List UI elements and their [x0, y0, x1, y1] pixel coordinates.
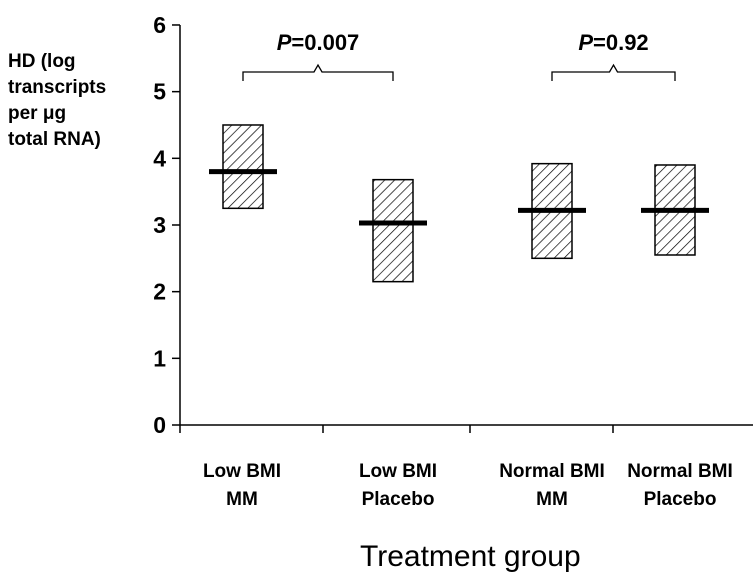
p-symbol: P: [578, 30, 593, 55]
category-label: Low BMI MM: [167, 458, 317, 514]
y-axis-label-line: per μg: [8, 103, 67, 124]
axes: 0 1 2 3 4 5 6: [153, 12, 753, 438]
range-box: [372, 178, 414, 283]
x-axis-title: Treatment group: [360, 540, 581, 573]
y-tick-label: 2: [153, 279, 166, 305]
y-tick-label: 0: [153, 412, 166, 438]
category-label-line: Normal BMI: [627, 461, 733, 482]
y-tick-label: 4: [153, 145, 166, 171]
category-label: Low BMI Placebo: [323, 458, 473, 514]
range-box: [222, 124, 264, 210]
category-label: Normal BMI MM: [477, 458, 627, 514]
y-tick-label: 6: [153, 12, 166, 38]
p-value: =0.007: [291, 30, 359, 55]
p-value-label: P=0.007: [277, 30, 360, 55]
y-axis-label: HD (log transcripts per μg total RNA): [8, 49, 136, 153]
category-label-line: MM: [226, 489, 258, 510]
category-label-line: MM: [536, 489, 568, 510]
category-label-line: Low BMI: [358, 461, 438, 482]
significance-bracket: [242, 63, 394, 81]
category-label-line: Placebo: [643, 489, 717, 510]
y-tick-label: 5: [153, 79, 166, 105]
y-axis-label-line: HD (log: [8, 51, 76, 72]
y-axis-label-line: transcripts: [8, 77, 107, 98]
category-label: Normal BMI Placebo: [605, 458, 753, 514]
chart-marks: P=0.007 P=0.92: [209, 30, 709, 283]
y-tick-label: 1: [153, 345, 166, 371]
y-axis-label-line: total RNA): [8, 129, 101, 150]
category-label-line: Normal BMI: [499, 461, 605, 482]
p-symbol: P: [277, 30, 292, 55]
p-value: =0.92: [593, 30, 649, 55]
significance-bracket: [551, 63, 676, 81]
category-label-line: Low BMI: [202, 461, 282, 482]
category-label-line: Placebo: [361, 489, 435, 510]
p-value-label: P=0.92: [578, 30, 648, 55]
y-tick-label: 3: [153, 212, 166, 238]
